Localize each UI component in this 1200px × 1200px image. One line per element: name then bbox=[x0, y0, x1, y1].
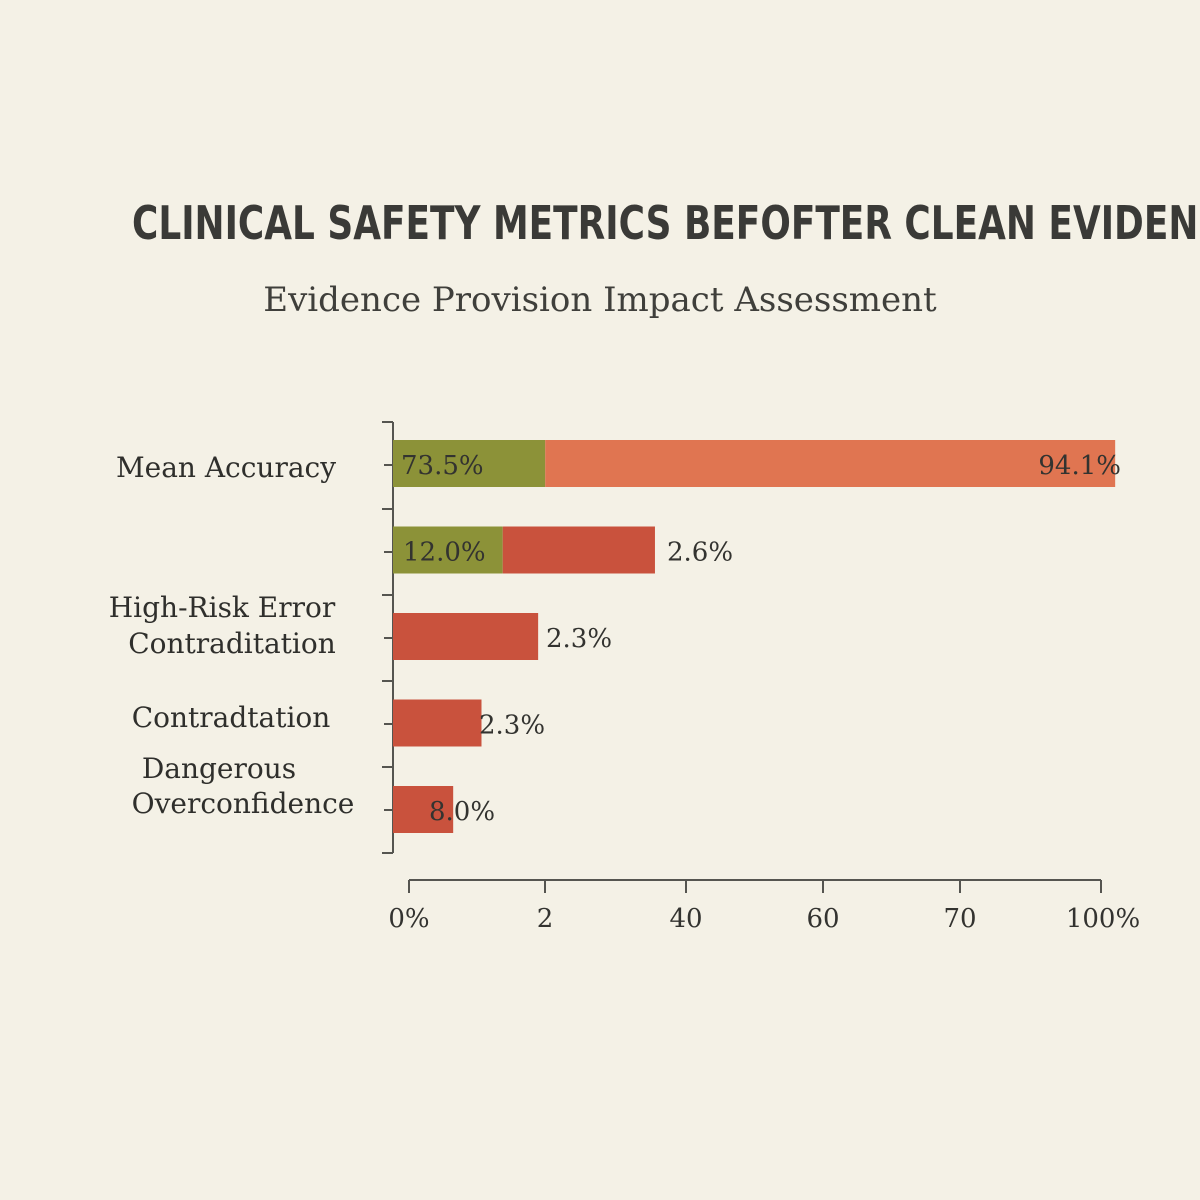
bar-segment bbox=[393, 613, 539, 660]
bar-segment bbox=[393, 440, 546, 487]
category-label: Mean Accuracy bbox=[116, 451, 336, 484]
data-label: 2.3% bbox=[546, 624, 612, 654]
category-label: High-Risk Error bbox=[109, 591, 336, 624]
bar-segment bbox=[545, 440, 1116, 487]
data-label: 12.0% bbox=[403, 538, 486, 568]
data-label: 2.6% bbox=[667, 538, 733, 568]
x-tick-label: 70 bbox=[943, 904, 976, 934]
category-label: Contradtation bbox=[132, 701, 331, 734]
x-tick-label: 40 bbox=[669, 904, 702, 934]
x-tick-label: 2 bbox=[537, 904, 554, 934]
data-label: 73.5% bbox=[401, 451, 484, 481]
category-label: Overconfidence bbox=[132, 787, 355, 820]
bar-segment bbox=[393, 786, 454, 833]
chart-subtitle: Evidence Provision Impact Assessment bbox=[263, 280, 937, 320]
bar-segment bbox=[393, 699, 482, 747]
data-label: 2.3% bbox=[479, 711, 545, 741]
data-label: 94.1% bbox=[1038, 451, 1121, 481]
category-label: Dangerous bbox=[142, 752, 296, 785]
bar-segment bbox=[393, 526, 503, 574]
x-tick-label: 60 bbox=[806, 904, 839, 934]
category-label: Contraditation bbox=[128, 627, 336, 660]
data-label: 8.0% bbox=[429, 797, 495, 827]
x-tick-label: 100% bbox=[1066, 904, 1140, 934]
bar-segment bbox=[502, 526, 655, 574]
x-tick-label: 0% bbox=[388, 904, 429, 934]
chart-title: CLINICAL SAFETY METRICS BEFOFTER CLEAN E… bbox=[132, 196, 1200, 250]
